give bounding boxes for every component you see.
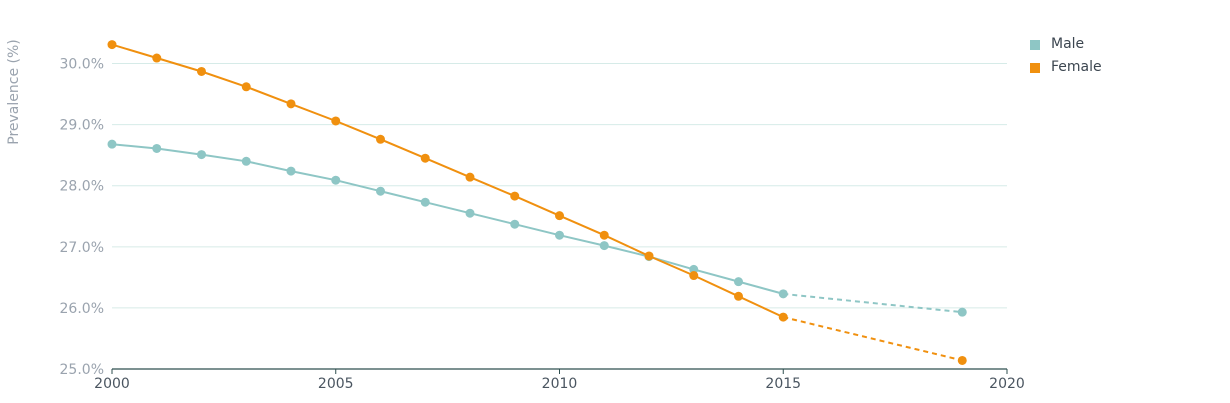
- data-point-male[interactable]: [957, 307, 967, 317]
- data-point-female[interactable]: [286, 99, 296, 109]
- x-tick-label: 2005: [318, 376, 354, 392]
- data-point-female[interactable]: [734, 291, 743, 301]
- legend-item-female[interactable]: Female: [1030, 55, 1102, 78]
- data-point-male[interactable]: [465, 208, 475, 218]
- legend-swatch: [1030, 39, 1040, 50]
- y-tick-label: 25.0%: [60, 362, 104, 378]
- y-tick-label: 28.0%: [60, 179, 104, 195]
- legend: Male Female: [1030, 32, 1102, 78]
- series-male: [107, 139, 967, 317]
- data-point-female[interactable]: [644, 251, 654, 261]
- data-point-female[interactable]: [555, 211, 564, 221]
- y-tick-label: 26.0%: [60, 301, 104, 317]
- data-point-female[interactable]: [107, 40, 117, 50]
- data-point-female[interactable]: [778, 312, 788, 322]
- data-point-female[interactable]: [331, 116, 341, 126]
- x-axis: 2000 2005 2010 2015 2020: [94, 369, 1025, 392]
- data-point-female[interactable]: [689, 271, 699, 281]
- data-point-male[interactable]: [555, 230, 564, 240]
- data-point-male[interactable]: [376, 186, 385, 196]
- projection-line-male: [783, 292, 963, 314]
- legend-item-male[interactable]: Male: [1030, 32, 1102, 55]
- data-point-male[interactable]: [241, 156, 251, 166]
- y-axis: 25.0% 26.0% 27.0% 28.0% 29.0% 30.0%: [60, 57, 104, 378]
- x-tick-label: 2020: [989, 376, 1025, 392]
- data-point-male[interactable]: [510, 219, 520, 229]
- y-axis-title: Prevalence (%): [6, 39, 22, 145]
- data-point-female[interactable]: [420, 153, 430, 163]
- data-point-male[interactable]: [107, 139, 117, 149]
- x-tick-label: 2015: [765, 376, 801, 392]
- projection-line-female: [783, 316, 963, 362]
- series-female: [107, 40, 967, 365]
- data-point-male[interactable]: [734, 277, 743, 287]
- data-point-female[interactable]: [510, 191, 520, 201]
- legend-label: Female: [1051, 58, 1102, 75]
- data-point-male[interactable]: [152, 143, 162, 153]
- data-point-female[interactable]: [957, 355, 967, 365]
- data-point-male[interactable]: [778, 289, 788, 299]
- y-tick-label: 29.0%: [60, 118, 104, 134]
- data-point-female[interactable]: [152, 53, 162, 63]
- x-tick-label: 2000: [94, 376, 130, 392]
- series-line-male: [111, 143, 784, 295]
- data-point-female[interactable]: [599, 230, 609, 240]
- data-point-male[interactable]: [197, 150, 206, 160]
- data-point-male[interactable]: [599, 241, 609, 251]
- data-point-female[interactable]: [465, 172, 475, 182]
- y-tick-label: 27.0%: [60, 240, 104, 256]
- data-point-male[interactable]: [286, 166, 296, 176]
- data-point-male[interactable]: [331, 175, 341, 185]
- gridlines: [112, 63, 1007, 370]
- legend-label: Male: [1051, 35, 1085, 52]
- legend-swatch: [1030, 62, 1040, 73]
- data-point-female[interactable]: [197, 66, 206, 76]
- y-tick-label: 30.0%: [60, 57, 104, 73]
- data-point-female[interactable]: [241, 82, 251, 92]
- x-tick-label: 2010: [542, 376, 578, 392]
- data-point-male[interactable]: [420, 197, 430, 207]
- data-point-female[interactable]: [376, 134, 385, 144]
- series-line-female: [111, 43, 784, 319]
- series-layer: [107, 40, 967, 365]
